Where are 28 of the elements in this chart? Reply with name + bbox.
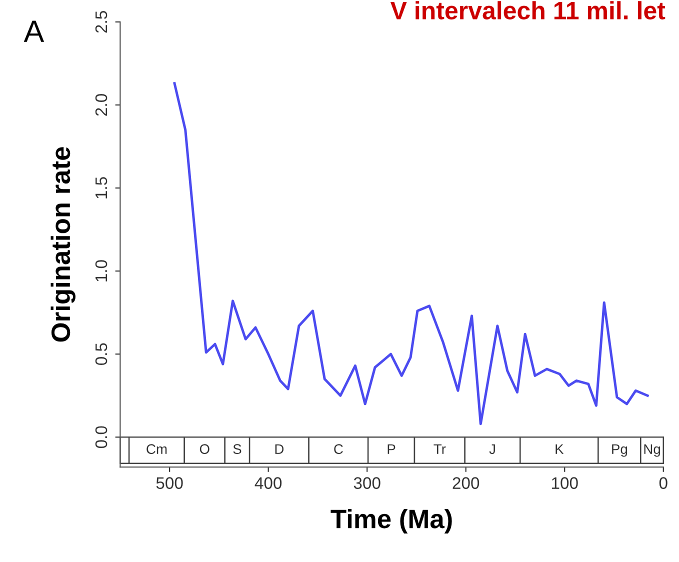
x-tick-label: 500 xyxy=(156,477,183,489)
x-tick-label: 100 xyxy=(552,477,578,489)
band-label: Tr xyxy=(434,444,446,454)
band-label: Cm xyxy=(146,444,167,454)
band-label: J xyxy=(489,444,495,454)
x-tick-label: 400 xyxy=(254,477,282,489)
band-label: S xyxy=(233,444,242,454)
y-axis-title: Origination rate xyxy=(50,147,76,342)
text: A xyxy=(24,20,44,42)
y-tick-label: 1.5 xyxy=(96,177,108,198)
band-label: D xyxy=(275,444,284,454)
y-tick-label: 1.0 xyxy=(95,260,108,282)
x-tick-label: 300 xyxy=(354,477,380,489)
band-label: Ng xyxy=(644,444,660,457)
y-tick-label: 0.0 xyxy=(95,426,108,448)
band-label: Pg xyxy=(612,444,628,457)
x-tick-label: 200 xyxy=(452,477,480,489)
chart-title: V intervalech 11 mil. let xyxy=(390,1,666,20)
y-tick-label: 2.0 xyxy=(95,94,108,116)
y-tick-label: 0.5 xyxy=(95,343,108,366)
band-label: O xyxy=(200,444,210,454)
band-label: K xyxy=(556,444,564,454)
x-tick-label: 0 xyxy=(659,477,668,489)
y-tick-label: 2.5 xyxy=(95,11,108,33)
band-label: C xyxy=(334,444,343,454)
line-series xyxy=(173,82,649,426)
band-label: P xyxy=(388,444,396,454)
x-axis-title: Time (Ma) xyxy=(330,508,452,534)
